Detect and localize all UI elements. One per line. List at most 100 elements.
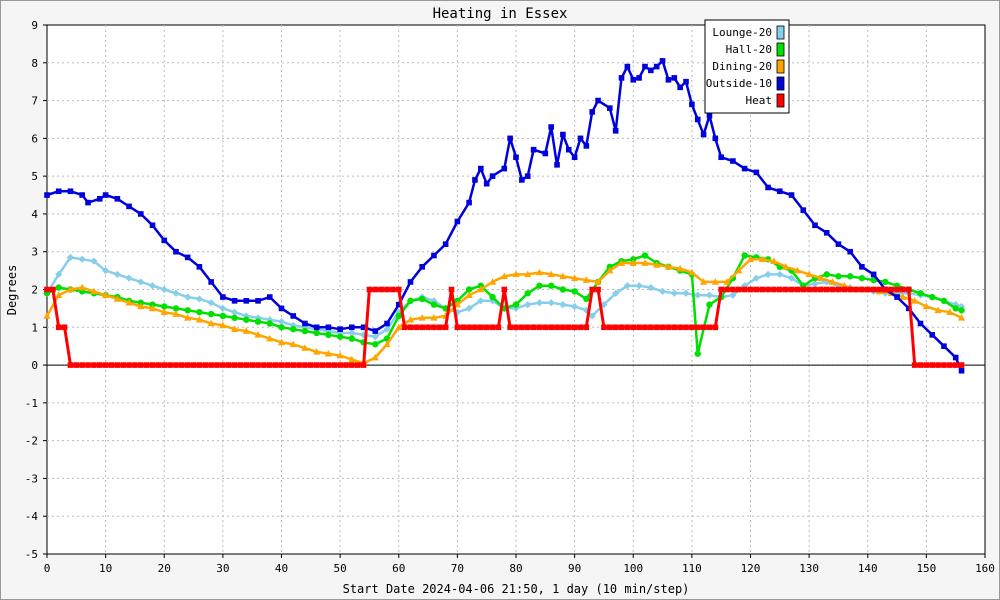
data-point-outside-10 <box>659 58 666 64</box>
data-point-dining-20 <box>172 310 180 317</box>
data-point-lounge-20 <box>195 295 204 303</box>
data-point-outside-10 <box>859 264 865 270</box>
data-point-heat <box>923 362 930 368</box>
data-point-lounge-20 <box>477 297 485 305</box>
data-point-dining-20 <box>793 266 801 274</box>
data-point-outside-10 <box>67 188 74 195</box>
data-point-dining-20 <box>500 272 508 280</box>
data-point-heat <box>536 324 543 331</box>
data-point-lounge-20 <box>764 270 772 278</box>
data-point-outside-10 <box>812 222 818 229</box>
data-point-lounge-20 <box>113 270 121 278</box>
data-point-outside-10 <box>384 320 390 327</box>
data-point-heat <box>266 362 273 368</box>
data-point-heat <box>73 362 80 368</box>
data-point-heat <box>436 324 443 331</box>
data-point-hall-20 <box>55 284 62 291</box>
data-point-outside-10 <box>513 154 519 161</box>
data-point-outside-10 <box>941 343 947 349</box>
data-point-dining-20 <box>43 312 51 319</box>
legend-label-heat: Heat <box>746 94 773 107</box>
data-point-outside-10 <box>636 75 642 81</box>
data-point-outside-10 <box>589 109 596 115</box>
y-tick-label: -2 <box>25 435 38 448</box>
data-point-heat <box>384 286 390 293</box>
data-point-outside-10 <box>466 199 472 206</box>
data-point-outside-10 <box>325 324 332 331</box>
data-point-heat <box>548 324 554 331</box>
data-point-heat <box>272 362 279 368</box>
data-point-lounge-20 <box>172 289 180 297</box>
x-tick-label: 10 <box>99 562 112 575</box>
data-point-hall-20 <box>325 331 332 339</box>
data-point-heat <box>44 286 50 293</box>
data-point-outside-10 <box>96 196 103 202</box>
data-point-outside-10 <box>788 192 795 198</box>
data-point-dining-20 <box>594 278 602 285</box>
data-point-heat <box>155 362 162 368</box>
data-point-hall-20 <box>835 273 842 280</box>
data-point-dining-20 <box>571 274 579 281</box>
x-tick-label: 110 <box>682 562 702 575</box>
data-point-heat <box>407 324 414 331</box>
data-point-heat <box>712 324 719 331</box>
data-point-hall-20 <box>741 252 748 259</box>
data-point-outside-10 <box>173 248 179 255</box>
data-point-heat <box>577 324 584 331</box>
data-point-outside-10 <box>689 101 695 108</box>
data-point-heat <box>50 286 56 293</box>
data-point-dining-20 <box>582 276 590 283</box>
data-point-dining-20 <box>348 355 356 363</box>
data-point-heat <box>882 286 889 293</box>
x-tick-label: 160 <box>975 562 995 575</box>
data-point-dining-20 <box>195 315 204 323</box>
data-point-dining-20 <box>465 291 473 298</box>
data-point-heat <box>747 286 754 293</box>
data-point-heat <box>876 286 883 293</box>
data-point-dining-20 <box>301 344 309 351</box>
data-point-lounge-20 <box>512 304 520 312</box>
data-point-dining-20 <box>336 351 344 359</box>
data-point-outside-10 <box>630 76 637 83</box>
data-point-outside-10 <box>313 324 320 331</box>
data-point-outside-10 <box>565 146 572 153</box>
data-point-heat <box>823 286 830 293</box>
data-point-heat <box>659 324 666 331</box>
data-point-outside-10 <box>55 188 62 195</box>
data-point-heat <box>302 362 308 368</box>
data-point-lounge-20 <box>137 278 145 286</box>
data-point-heat <box>847 286 853 293</box>
data-point-dining-20 <box>817 274 825 281</box>
data-point-heat <box>524 324 531 331</box>
data-point-outside-10 <box>85 199 91 206</box>
data-point-lounge-20 <box>705 291 714 299</box>
data-point-hall-20 <box>524 290 531 297</box>
data-point-outside-10 <box>519 177 525 183</box>
data-point-dining-20 <box>102 291 110 298</box>
data-point-dining-20 <box>78 283 86 291</box>
data-point-lounge-20 <box>729 291 737 299</box>
data-point-heat <box>126 362 132 368</box>
data-point-heat <box>454 324 461 331</box>
data-point-outside-10 <box>683 78 689 85</box>
data-point-dining-20 <box>617 259 626 266</box>
data-point-lounge-20 <box>66 253 75 261</box>
data-point-hall-20 <box>301 327 309 335</box>
data-point-outside-10 <box>419 264 425 270</box>
data-point-dining-20 <box>430 314 438 321</box>
data-point-lounge-20 <box>383 325 391 333</box>
data-point-heat <box>337 362 343 368</box>
data-point-heat <box>319 362 326 368</box>
data-point-heat <box>85 362 91 368</box>
data-point-outside-10 <box>149 222 156 229</box>
data-point-lounge-20 <box>582 306 590 314</box>
data-point-hall-20 <box>694 350 701 357</box>
data-point-lounge-20 <box>55 270 63 278</box>
data-point-outside-10 <box>231 298 238 304</box>
data-point-hall-20 <box>243 316 250 323</box>
series-hall-20 <box>43 252 965 357</box>
data-point-heat <box>202 362 209 368</box>
data-point-outside-10 <box>618 75 625 81</box>
y-tick-label: -5 <box>25 548 38 561</box>
data-point-outside-10 <box>571 154 578 161</box>
